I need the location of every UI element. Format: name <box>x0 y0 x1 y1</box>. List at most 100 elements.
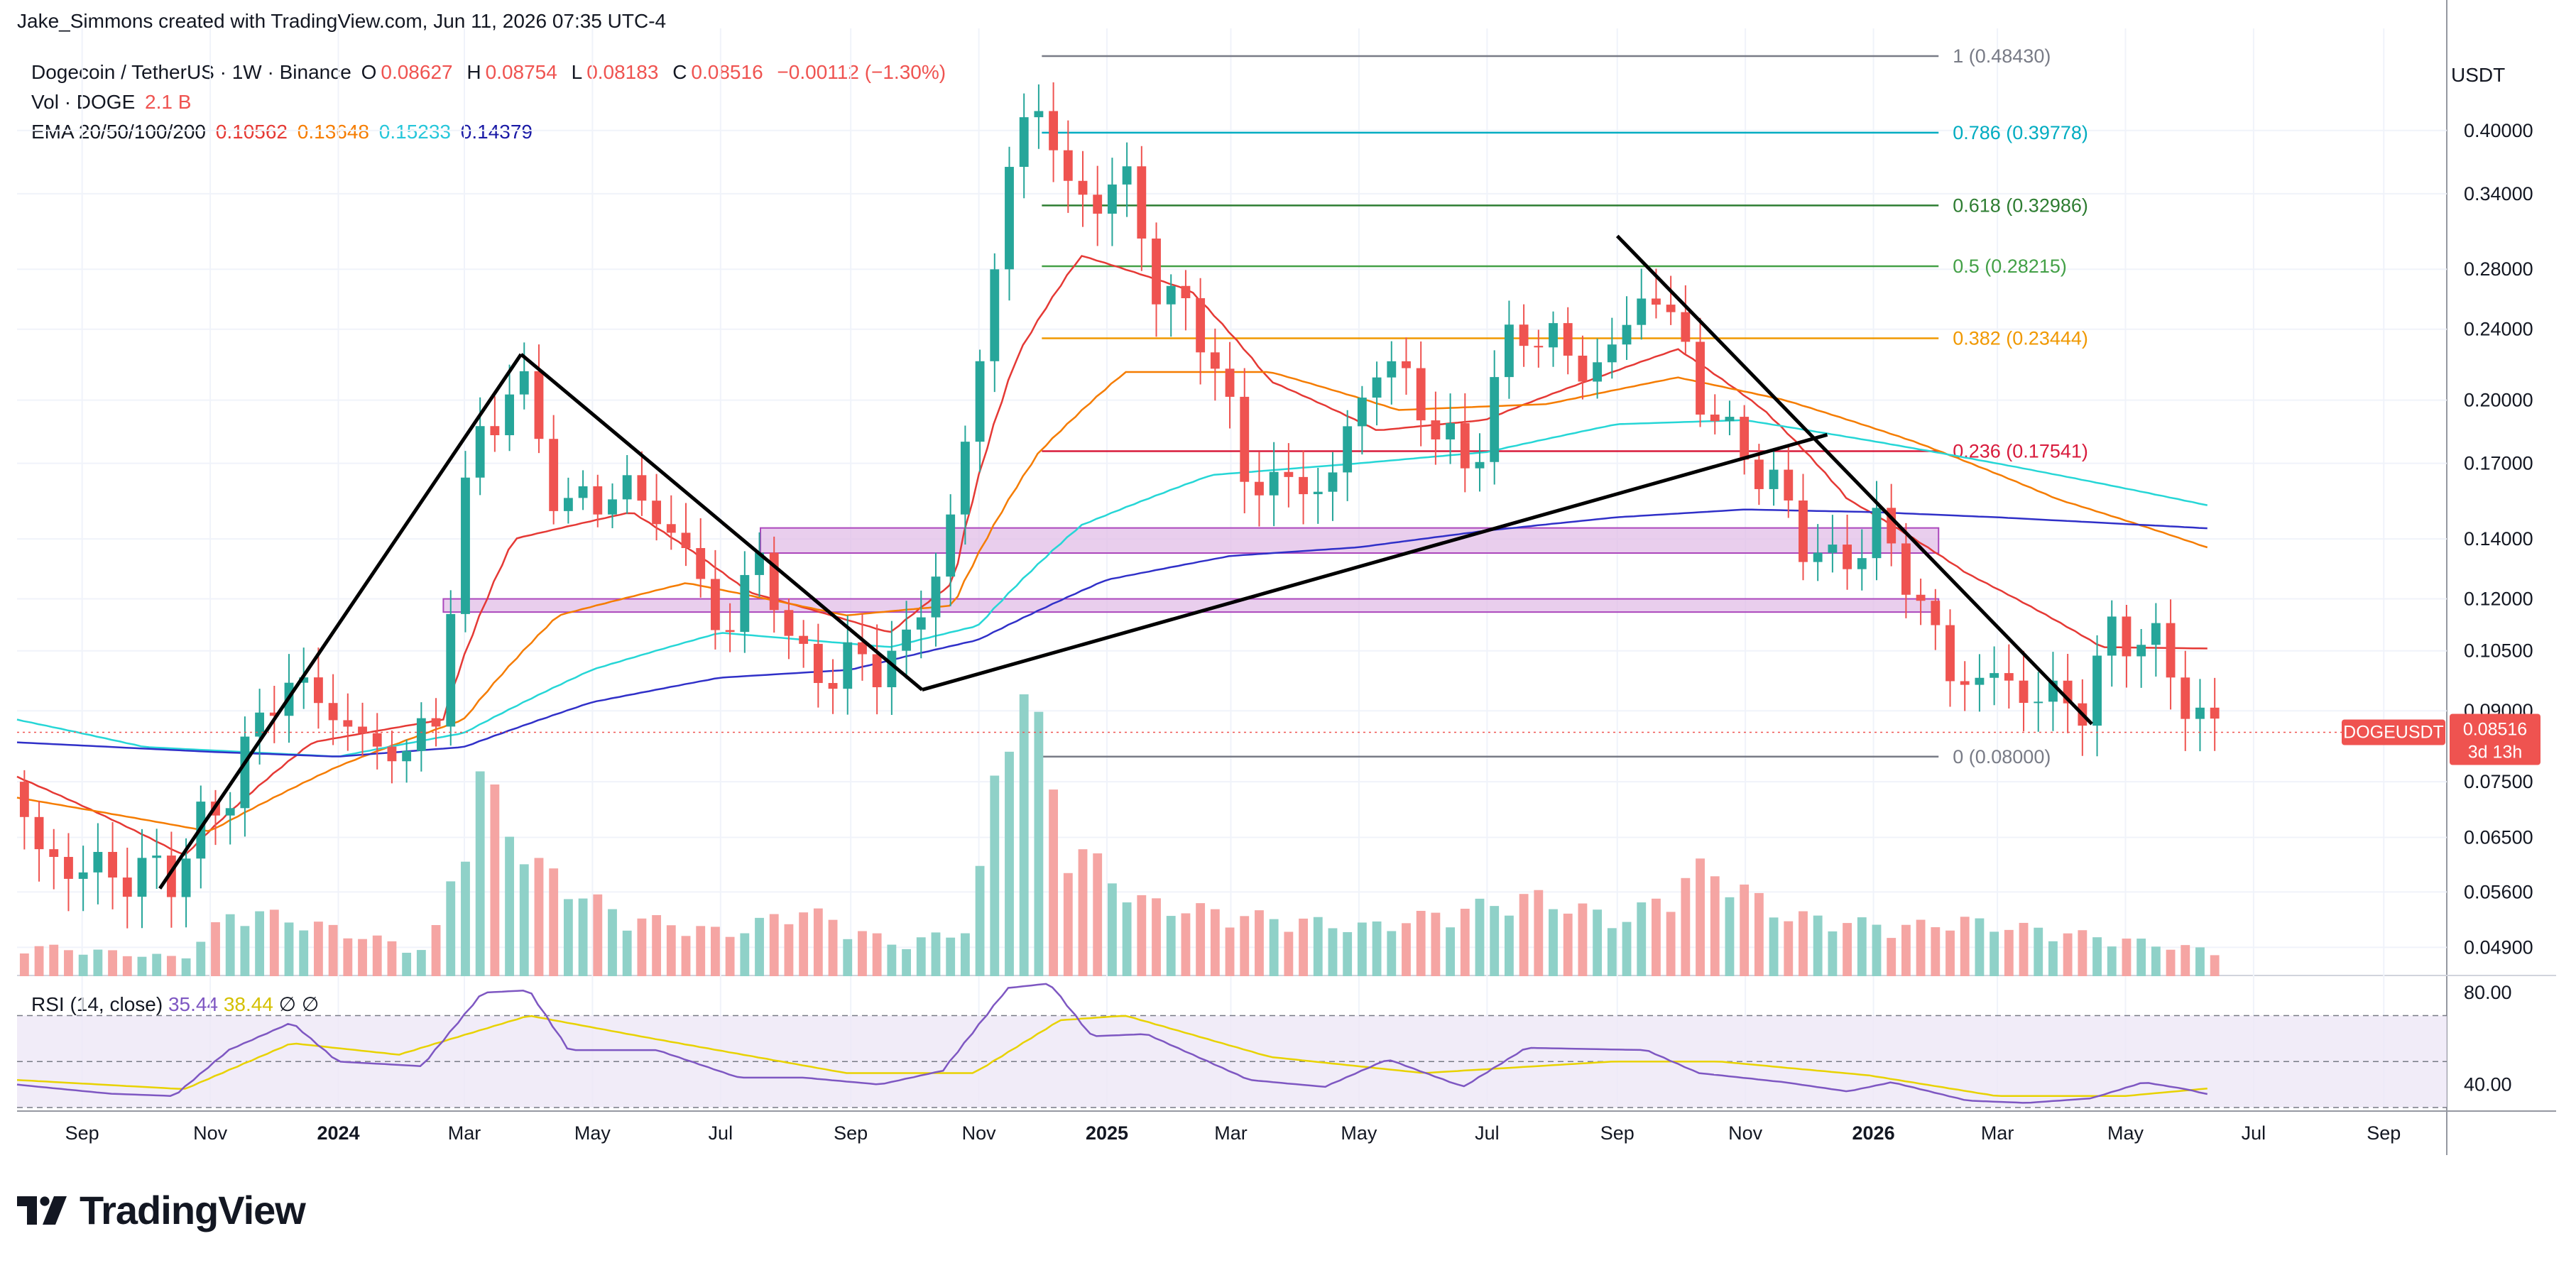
volume-bar <box>563 899 573 976</box>
candle-body <box>2195 707 2205 719</box>
fib-level-label: 0.382 (0.23444) <box>1953 328 2088 349</box>
volume-bar <box>666 925 676 976</box>
volume-bar <box>916 937 926 976</box>
tradingview-brand[interactable]: TradingView <box>17 1187 306 1233</box>
candle-body <box>1504 324 1514 378</box>
volume-bar <box>1740 884 1750 976</box>
time-tick-label: Sep <box>1600 1122 1634 1144</box>
volume-bar <box>1607 928 1617 976</box>
candle-body <box>461 477 470 614</box>
candle-body <box>740 574 750 633</box>
volume-bar <box>284 922 294 976</box>
legend-volume-row[interactable]: Vol · DOGE 2.1 B <box>31 91 195 114</box>
volume-bar <box>2136 939 2146 976</box>
candle-body <box>902 629 911 651</box>
candle-body <box>1872 508 1882 559</box>
candle-body <box>255 712 265 737</box>
candle-body <box>931 576 941 618</box>
volume-bar <box>2034 927 2043 976</box>
candle-body <box>299 677 309 683</box>
candle-body <box>137 858 147 897</box>
time-tick-label: Mar <box>1981 1122 2014 1144</box>
volume-bar <box>166 956 176 976</box>
rsi-legend[interactable]: RSI (14, close) 35.44 38.44 ∅ ∅ <box>31 993 319 1016</box>
volume-bar <box>2107 946 2117 976</box>
price-axis[interactable]: 0.049000.056000.065000.075000.090000.105… <box>2464 120 2533 1095</box>
volume-bar <box>78 954 88 976</box>
candle-body <box>343 720 353 727</box>
candle-body <box>1034 111 1044 118</box>
candle-body <box>122 877 132 897</box>
volume-bar <box>1916 919 1926 976</box>
price-unit[interactable]: USDT <box>2451 64 2506 86</box>
volume-bar <box>1813 915 1823 976</box>
candle-body <box>1049 111 1059 151</box>
candle-body <box>64 857 73 879</box>
candle-body <box>1813 552 1823 562</box>
candle-body <box>946 514 956 577</box>
volume-bar <box>181 958 191 976</box>
candle-body <box>1799 500 1808 562</box>
volume-bar <box>1931 927 1941 976</box>
candle-body <box>960 442 970 515</box>
volume-bar <box>902 948 911 976</box>
support-zones <box>442 527 1940 613</box>
fib-retracement: 1 (0.48430) 0.786 (0.39778) 0.618 (0.32986… <box>1042 45 2088 767</box>
price-tick-label: 0.14000 <box>2464 528 2533 550</box>
time-tick-label: Jul <box>709 1122 733 1144</box>
candle-body <box>1475 461 1485 469</box>
candle-body <box>2210 707 2220 719</box>
candle-body <box>2136 645 2146 657</box>
candle-body <box>387 746 397 762</box>
volume-bar <box>1078 849 1088 976</box>
candle-body <box>1225 368 1235 397</box>
ema200-value: 0.14379 <box>460 121 533 143</box>
candle-body <box>181 858 191 897</box>
candle-body <box>799 635 809 644</box>
candle-body <box>372 733 382 747</box>
candle-body <box>1534 346 1544 348</box>
volume-bar <box>696 926 706 976</box>
time-axis[interactable]: Sep Nov 2024 Mar May Jul Sep Nov 2025 Mar May Jul Se… <box>65 1122 2401 1144</box>
volume-bar <box>652 915 662 976</box>
candle-body <box>1387 361 1397 378</box>
volume-bar <box>799 912 809 976</box>
fib-level-label: 0.618 (0.32986) <box>1953 195 2088 216</box>
candle-body <box>1666 305 1676 312</box>
volume-bar <box>475 771 485 976</box>
ema-line <box>16 371 2208 832</box>
trendlines <box>158 234 2093 890</box>
price-tick-label: 0.06500 <box>2464 827 2533 848</box>
volume-bar <box>1196 903 1206 976</box>
volume-bar <box>1990 931 1999 976</box>
candle-body <box>608 499 617 515</box>
candle-body <box>1313 491 1323 495</box>
volume-bar <box>1107 883 1117 976</box>
rsi-ma-line <box>16 1015 2207 1098</box>
candle-body <box>696 547 706 579</box>
candle-body <box>1078 180 1088 195</box>
countdown-text: 3d 13h <box>2468 743 2522 762</box>
volume-bar <box>1152 898 1161 976</box>
time-tick-label: Sep <box>834 1122 868 1144</box>
time-tick-label: Mar <box>1214 1122 1248 1144</box>
candle-body <box>2166 623 2176 678</box>
volume-bar <box>578 898 588 976</box>
volume-bar <box>622 930 632 976</box>
candle-body <box>1960 681 1970 685</box>
ema-line <box>16 255 2207 856</box>
price-tick-label: 0.12000 <box>2464 589 2533 610</box>
candle-body <box>1916 594 1926 601</box>
candle-body <box>19 782 29 817</box>
legend-ema-row[interactable]: EMA 20/50/100/200 0.10562 0.13648 0.1523… <box>31 121 537 143</box>
volume-bar <box>960 933 970 976</box>
volume-bar <box>1284 931 1294 976</box>
price-tick-label: 0.28000 <box>2464 258 2533 280</box>
volume-bars <box>19 694 2220 976</box>
candle-body <box>1240 396 1250 482</box>
symbol-label[interactable]: Dogecoin / TetherUS · 1W · Binance <box>31 61 351 83</box>
volume-bar <box>358 939 367 976</box>
price-tick-label: 0.34000 <box>2464 183 2533 204</box>
volume-bar <box>1666 912 1676 976</box>
